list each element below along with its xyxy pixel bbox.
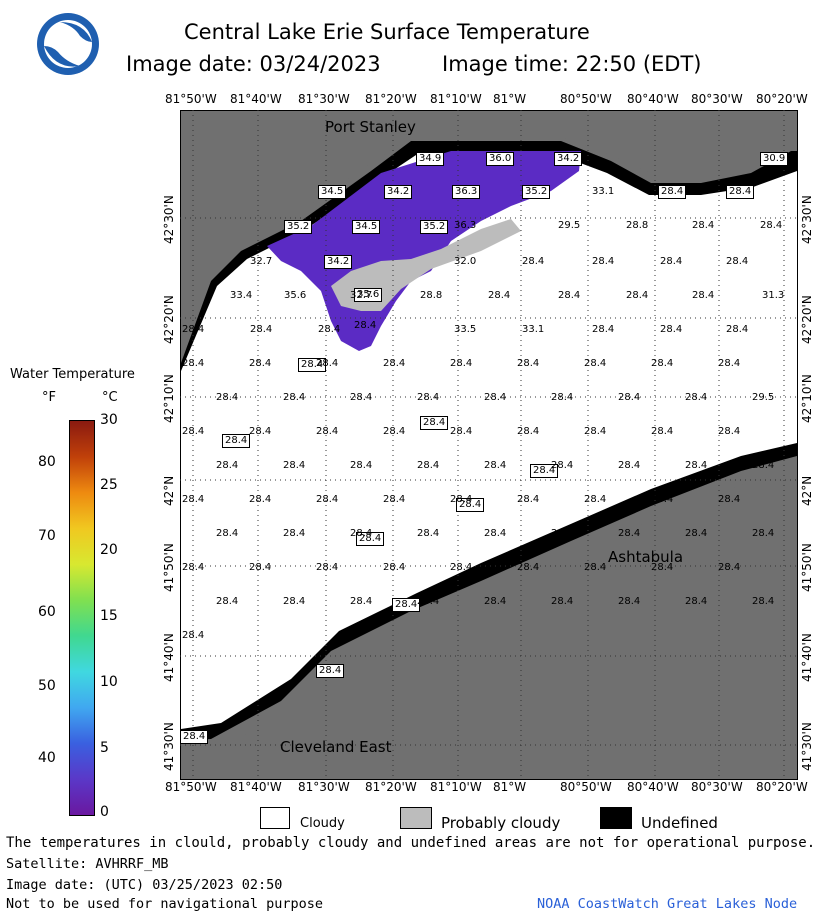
colorbar-f-label: 60: [38, 604, 56, 620]
probably-cloudy-swatch: [400, 807, 432, 829]
lon-tick-label: 80°50'W: [560, 92, 612, 106]
lat-tick-label: 41°40'N: [800, 633, 814, 682]
cloudy-swatch: [260, 807, 290, 829]
colorbar-c-labels: 30 25 20 15 10 5 0: [98, 412, 128, 820]
lon-tick-label: 81°40'W: [230, 92, 282, 106]
colorbar-f-labels: 80 70 60 50 40: [30, 420, 64, 814]
ohio-land: [181, 466, 797, 779]
colorbar-c-label: 30: [100, 412, 118, 428]
colorbar-f-label: 80: [38, 454, 56, 470]
noaa-logo: NOAA: [36, 12, 100, 76]
top-lon-ticks: 81°50'W 81°40'W 81°30'W 81°20'W 81°10'W 81°W 8…: [0, 92, 837, 108]
noaa-node-link[interactable]: NOAA CoastWatch Great Lakes Node: [537, 896, 798, 912]
colorbar: [69, 420, 95, 816]
lon-tick-label: 81°20'W: [365, 92, 417, 106]
colorbar-f-label: 70: [38, 528, 56, 544]
lat-tick-label: 42°20'N: [162, 295, 176, 344]
sst-map: [180, 110, 798, 780]
lat-tick-label: 42°30'N: [800, 195, 814, 244]
lon-tick-label: 80°20'W: [756, 92, 808, 106]
probably-cloudy-label: Probably cloudy: [441, 814, 561, 832]
colorbar-title: Water Temperature: [10, 367, 135, 382]
image-date: Image date: 03/24/2023: [126, 52, 381, 76]
lon-tick-label: 80°50'W: [560, 780, 612, 794]
satellite-text: Satellite: AVHRRF_MB: [6, 856, 169, 872]
lon-tick-label: 81°W: [493, 92, 527, 106]
disclaimer-text: The temperatures in clould, probably clo…: [6, 835, 816, 851]
lat-tick-label: 42°10'N: [162, 374, 176, 423]
lon-tick-label: 81°30'W: [298, 780, 350, 794]
lon-tick-label: 81°30'W: [298, 92, 350, 106]
lon-tick-label: 80°40'W: [627, 780, 679, 794]
image-time: Image time: 22:50 (EDT): [442, 52, 702, 76]
lon-tick-label: 81°10'W: [430, 780, 482, 794]
colorbar-c-label: 20: [100, 542, 118, 558]
lat-tick-label: 42°N: [800, 475, 814, 506]
lat-tick-label: 42°20'N: [800, 295, 814, 344]
lon-tick-label: 80°30'W: [691, 780, 743, 794]
lon-tick-label: 80°20'W: [756, 780, 808, 794]
lat-ticks-left: 42°30'N 42°20'N 42°10'N 42°N 41°50'N 41°40'N 4…: [162, 110, 180, 778]
lat-ticks-right: 42°30'N 42°20'N 42°10'N 42°N 41°50'N 41°40'N 4…: [800, 110, 820, 778]
lon-tick-label: 81°50'W: [165, 92, 217, 106]
lat-tick-label: 41°30'N: [162, 722, 176, 771]
lat-tick-label: 42°10'N: [800, 374, 814, 423]
lat-tick-label: 41°50'N: [162, 543, 176, 592]
map-canvas: [181, 111, 797, 779]
colorbar-f-label: 50: [38, 678, 56, 694]
lon-tick-label: 81°50'W: [165, 780, 217, 794]
colorbar-f-label: 40: [38, 750, 56, 766]
canada-land: [181, 111, 797, 351]
lon-tick-label: 80°40'W: [627, 92, 679, 106]
colorbar-c-label: 0: [100, 804, 109, 820]
lon-tick-label: 81°10'W: [430, 92, 482, 106]
svg-text:NOAA: NOAA: [52, 38, 84, 49]
cloudy-label: Cloudy: [300, 816, 345, 831]
lat-tick-label: 41°40'N: [162, 633, 176, 682]
undefined-label: Undefined: [641, 814, 718, 832]
lon-tick-label: 80°30'W: [691, 92, 743, 106]
undefined-swatch: [600, 807, 632, 829]
lat-tick-label: 41°30'N: [800, 722, 814, 771]
lon-tick-label: 81°40'W: [230, 780, 282, 794]
colorbar-unit-f: °F: [42, 390, 56, 405]
nav-warning-text: Not to be used for navigational purpose: [6, 896, 323, 912]
lat-tick-label: 41°50'N: [800, 543, 814, 592]
lon-tick-label: 81°W: [493, 780, 527, 794]
bottom-lon-ticks: 81°50'W 81°40'W 81°30'W 81°20'W 81°10'W 81°W 8…: [0, 780, 837, 796]
lat-tick-label: 42°N: [162, 475, 176, 506]
lat-tick-label: 42°30'N: [162, 195, 176, 244]
colorbar-c-label: 15: [100, 608, 118, 624]
map-title: Central Lake Erie Surface Temperature: [184, 20, 590, 44]
lon-tick-label: 81°20'W: [365, 780, 417, 794]
utc-date-text: Image date: (UTC) 03/25/2023 02:50: [6, 877, 283, 893]
colorbar-c-label: 10: [100, 674, 118, 690]
colorbar-c-label: 5: [100, 740, 109, 756]
colorbar-c-label: 25: [100, 477, 118, 493]
colorbar-unit-c: °C: [102, 390, 118, 405]
noaa-logo-icon: NOAA: [37, 13, 99, 75]
